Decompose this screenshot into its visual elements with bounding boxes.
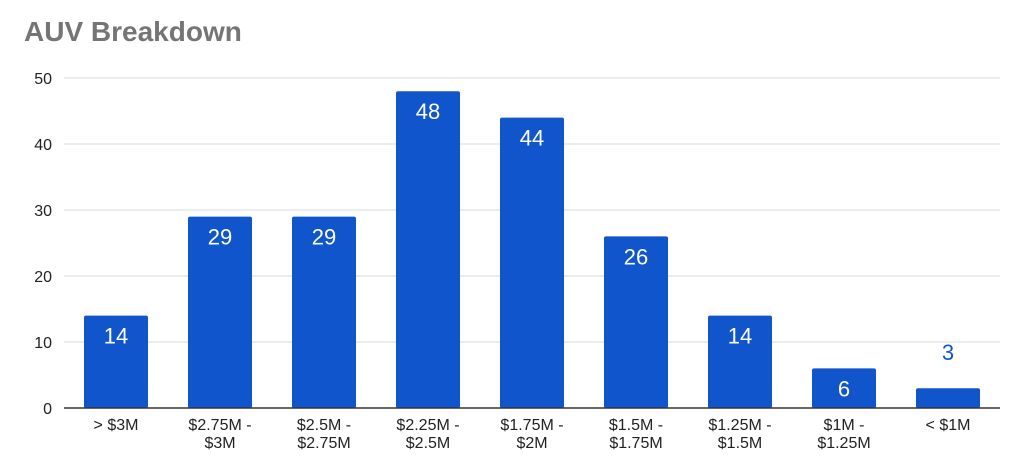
y-tick-label: 30 — [34, 203, 52, 220]
y-tick-label: 0 — [43, 401, 52, 418]
data-label: 48 — [416, 99, 440, 124]
x-tick-label: $2.25M - — [396, 417, 459, 434]
bar — [916, 388, 980, 408]
x-tick-label: $2.5M - — [297, 417, 351, 434]
x-tick-label: $1.25M — [817, 435, 870, 452]
y-tick-label: 10 — [34, 335, 52, 352]
bar — [188, 216, 252, 408]
bar — [604, 236, 668, 408]
chart-title: AUV Breakdown — [24, 16, 242, 47]
y-tick-label: 40 — [34, 137, 52, 154]
x-tick-label: $1.5M - — [609, 417, 663, 434]
x-tick-label: $1.75M - — [500, 417, 563, 434]
x-tick-label: $1M - — [824, 417, 865, 434]
x-tick-label: $2M — [516, 435, 547, 452]
x-tick-label: $3M — [204, 435, 235, 452]
bar — [84, 315, 148, 408]
data-label: 29 — [208, 225, 232, 250]
x-tick-label: $1.5M — [718, 435, 762, 452]
y-tick-label: 50 — [34, 71, 52, 88]
x-tick-label: $2.75M — [297, 435, 350, 452]
bar — [708, 315, 772, 408]
bar — [292, 216, 356, 408]
x-tick-label: $2.75M - — [188, 417, 251, 434]
data-label: 26 — [624, 244, 648, 269]
data-label: 6 — [838, 376, 850, 401]
x-tick-label: < $1M — [926, 417, 971, 434]
y-tick-label: 20 — [34, 269, 52, 286]
bar — [500, 117, 564, 408]
bar — [396, 91, 460, 408]
data-label: 44 — [520, 126, 544, 151]
data-label: 3 — [942, 340, 954, 365]
x-tick-label: > $3M — [94, 417, 139, 434]
data-label: 29 — [312, 225, 336, 250]
bar — [812, 368, 876, 408]
x-tick-label: $2.5M — [406, 435, 450, 452]
x-tick-label: $1.75M — [609, 435, 662, 452]
x-tick-label: $1.25M - — [708, 417, 771, 434]
data-label: 14 — [104, 324, 128, 349]
data-label: 14 — [728, 324, 752, 349]
